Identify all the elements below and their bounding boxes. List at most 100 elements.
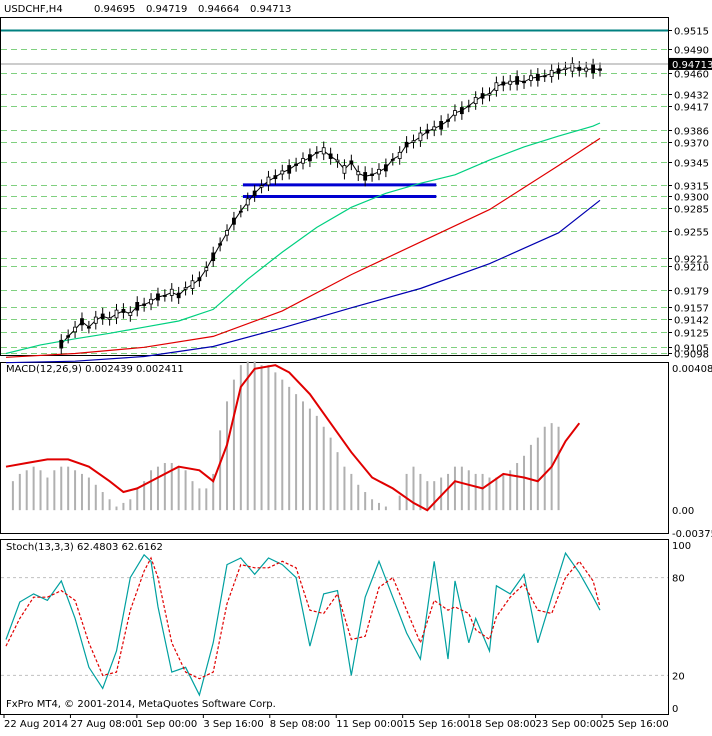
candle-body <box>162 295 167 297</box>
y-axis-labels: 0.95150.94900.94600.94320.94170.93860.93… <box>668 27 712 715</box>
candle-body <box>218 243 223 246</box>
stoch-tick-label: 0 <box>672 704 678 715</box>
x-tick-label: 25 Sep 16:00 <box>602 719 669 730</box>
x-tick-label: 23 Sep 00:00 <box>536 719 603 730</box>
ohlc-high: 0.94719 <box>146 4 187 15</box>
candle-body <box>245 198 250 206</box>
candle-body <box>169 288 174 296</box>
candle-body <box>563 67 568 70</box>
price-tick-label: 0.9315 <box>674 182 709 193</box>
candle-body <box>446 119 450 122</box>
stoch-tick-label: 80 <box>672 574 685 585</box>
price-tick-label: 0.9125 <box>674 329 709 340</box>
x-tick-label: 11 Sep 00:00 <box>336 719 403 730</box>
stoch-tick-label: 20 <box>672 671 685 682</box>
candle-body <box>453 110 457 116</box>
moving-average-line <box>5 122 601 355</box>
candle-body <box>487 93 492 96</box>
ohlc-open: 0.94695 <box>94 4 135 15</box>
candle-body <box>390 158 395 161</box>
moving-average-line <box>5 137 601 358</box>
x-axis-labels: 22 Aug 2014 27 Aug 08:00 1 Sep 00:00 3 Sep … <box>3 714 669 730</box>
candle-body <box>86 326 91 329</box>
candle-body <box>301 158 305 164</box>
ohlc-close: 0.94713 <box>250 4 291 15</box>
x-tick-label: 15 Sep 16:00 <box>403 719 470 730</box>
candle-body <box>397 151 402 159</box>
candle-body <box>273 175 278 180</box>
candle-body <box>383 164 388 172</box>
candle-body <box>494 82 499 91</box>
candle-body <box>149 298 153 305</box>
candle-body <box>80 318 84 326</box>
price-tick-label: 0.9417 <box>674 103 709 114</box>
x-tick-label: 3 Sep 16:00 <box>203 719 263 730</box>
candle-body <box>577 66 582 71</box>
price-grid <box>1 30 668 354</box>
candle-body <box>121 308 126 313</box>
candle-body <box>197 277 202 282</box>
price-tick-label: 0.9370 <box>674 139 709 150</box>
candle-body <box>466 105 471 108</box>
macd-tick-label: -0.00375 <box>672 529 712 540</box>
candle-body <box>100 313 105 320</box>
candle-body <box>363 172 368 181</box>
ohlc-low: 0.94664 <box>198 4 239 15</box>
candle-body <box>66 335 71 338</box>
stoch-main-line <box>5 551 601 697</box>
price-tick-label: 0.9490 <box>674 46 709 57</box>
macd-signal-line <box>5 364 581 512</box>
macd-panel[interactable] <box>5 361 581 512</box>
candle-body <box>252 190 257 197</box>
price-panel[interactable] <box>1 29 668 364</box>
candle-body <box>535 73 540 81</box>
candle-body <box>432 126 437 131</box>
candle-body <box>480 93 485 99</box>
stoch-panel-frame <box>0 539 669 715</box>
candle-body <box>404 141 409 148</box>
price-tick-label: 0.9515 <box>674 27 709 38</box>
candle-body <box>418 132 423 142</box>
current-price-box <box>668 57 712 70</box>
candle-body <box>294 163 298 166</box>
candle-body <box>598 68 602 71</box>
candle-body <box>59 339 64 349</box>
moving-average-line <box>5 199 601 364</box>
candle-body <box>349 160 354 165</box>
x-tick-label: 1 Sep 00:00 <box>137 719 197 730</box>
price-tick-label: 0.9098 <box>674 350 709 361</box>
price-tick-label: 0.9255 <box>674 228 709 239</box>
candle-body <box>211 252 216 262</box>
candle-body <box>73 326 77 333</box>
stoch-signal-line <box>5 556 601 680</box>
candle-body <box>238 210 243 213</box>
candle-body <box>501 81 506 86</box>
candle-body <box>190 280 195 289</box>
candle-body <box>232 217 236 225</box>
candle-body <box>522 80 526 84</box>
price-tick-label: 0.9142 <box>674 316 709 327</box>
candle-body <box>266 176 271 186</box>
price-tick-label: 0.9460 <box>674 70 709 81</box>
price-panel-frame <box>0 17 669 356</box>
candle-body <box>308 154 312 162</box>
candle-body <box>473 97 478 105</box>
candle-body <box>93 316 98 324</box>
candle-body <box>107 317 112 320</box>
candle-body <box>439 121 444 130</box>
macd-panel-frame <box>0 362 669 534</box>
stoch-tick-label: 100 <box>672 541 691 552</box>
candle-body <box>114 309 119 319</box>
candle-body <box>156 293 160 301</box>
candle-body <box>411 140 416 143</box>
price-tick-label: 0.9300 <box>674 193 709 204</box>
candle-body <box>377 168 381 175</box>
macd-title: MACD(12,26,9) 0.002439 0.002411 <box>6 364 184 375</box>
candle-body <box>314 151 319 154</box>
stoch-panel[interactable] <box>1 551 668 697</box>
price-tick-label: 0.9105 <box>674 344 709 355</box>
candle-body <box>328 153 333 159</box>
candle-body <box>135 302 140 311</box>
